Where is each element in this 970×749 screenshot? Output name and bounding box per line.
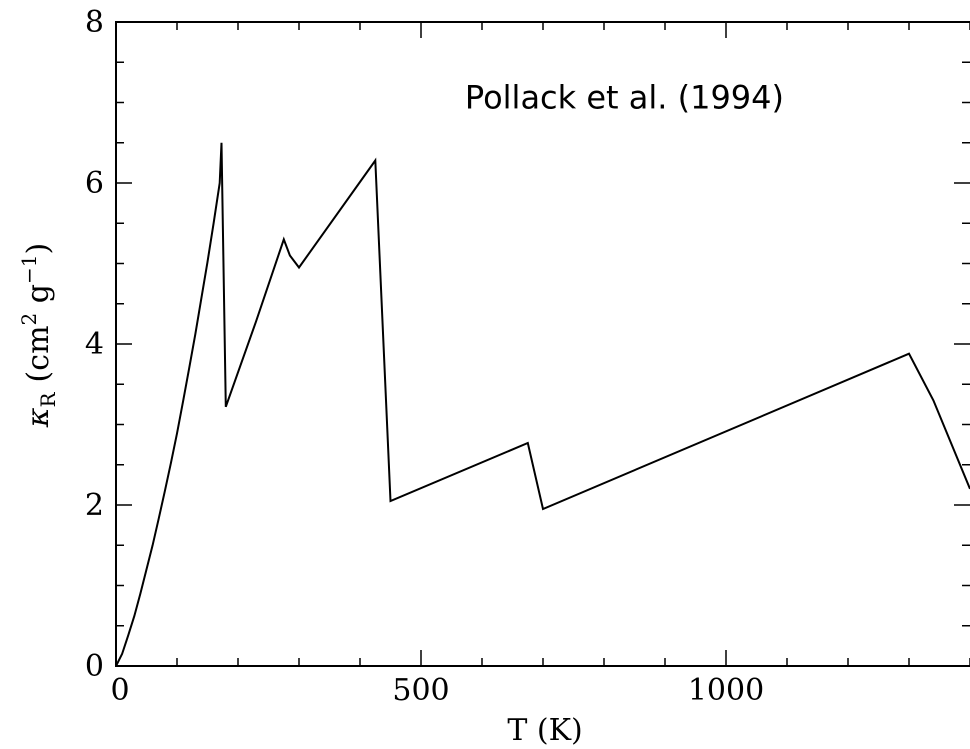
plot-frame [115,21,970,667]
y-tick-label: 4 [85,327,104,362]
y-tick-label: 8 [85,5,104,40]
y-tick-label: 2 [85,488,104,523]
y-tick-label: 6 [85,166,104,201]
x-tick-label: 0 [110,673,129,708]
y-axis-label: κR (cm2 g−1) [17,243,60,428]
y-axis-units-close: ) [21,243,56,255]
tick-marks [115,21,970,667]
tick-labels: 0 500 1000 0 2 4 6 8 [85,5,764,708]
x-tick-label: 1000 [688,673,764,708]
y-axis-units-open: (cm [21,325,56,382]
x-tick-label: 500 [392,673,449,708]
y-axis-symbol: κ [21,407,56,428]
y-axis-units-sup2: −1 [17,255,41,284]
y-tick-label: 0 [85,649,104,684]
y-axis-symbol-subscript: R [36,392,60,408]
x-axis-label: T (K) [507,713,582,748]
y-axis-units-sup1: 2 [17,313,41,326]
y-axis-units-mid: g [21,284,56,313]
annotation-pollack: Pollack et al. (1994) [465,78,784,116]
series-line-opacity [115,142,970,667]
